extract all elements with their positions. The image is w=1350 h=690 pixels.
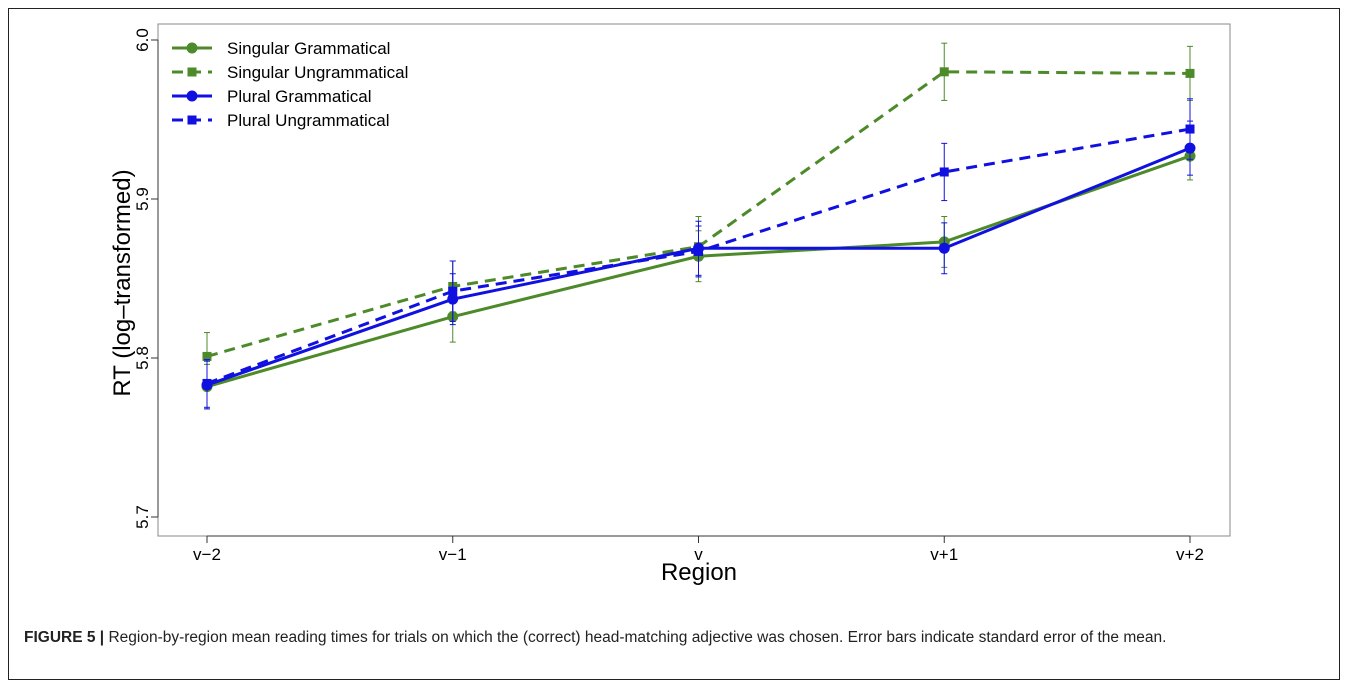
legend-marker [186, 90, 198, 102]
series-plural-ungrammatical [202, 98, 1195, 408]
figure-frame [8, 8, 1340, 680]
data-point [1185, 124, 1195, 134]
data-point [694, 246, 703, 256]
figure-label: FIGURE 5 | [24, 629, 105, 646]
x-axis: v−2 v−1 v v+1 v+2 [193, 535, 1204, 564]
series-layer [201, 42, 1196, 410]
data-point [939, 167, 949, 177]
legend-item: Plural Ungrammatical [172, 111, 390, 130]
figure-caption: FIGURE 5 | Region-by-region mean reading… [24, 626, 1314, 649]
legend-item: Plural Grammatical [172, 87, 372, 106]
legend-marker [186, 42, 198, 54]
y-axis-label: RT (log–transformed) [109, 169, 136, 396]
data-point [448, 286, 458, 296]
legend-item: Singular Ungrammatical [172, 63, 408, 82]
legend-item: Singular Grammatical [172, 39, 390, 58]
x-axis-label: Region [661, 559, 737, 586]
data-point [1185, 68, 1195, 78]
y-tick-label: 5.7 [133, 505, 152, 529]
data-point [938, 242, 950, 254]
x-tick-label: v−2 [193, 545, 221, 564]
legend-label: Singular Ungrammatical [227, 63, 408, 82]
legend-label: Plural Grammatical [227, 87, 372, 106]
x-tick-label: v−1 [439, 545, 467, 564]
x-tick-label: v [694, 545, 703, 564]
legend-label: Plural Ungrammatical [227, 111, 390, 130]
y-tick-label: 5.8 [133, 346, 152, 370]
legend-marker [187, 67, 197, 77]
x-tick-label: v+2 [1176, 545, 1204, 564]
legend: Singular Grammatical Singular Ungrammatic… [172, 39, 408, 130]
y-tick-label: 5.9 [133, 187, 152, 211]
y-tick-label: 6.0 [133, 28, 152, 52]
data-point [202, 351, 212, 361]
legend-marker [187, 115, 197, 125]
x-tick-label: v+1 [930, 545, 958, 564]
line-chart: 5.7 5.8 5.9 6.0 v−2 v−1 v v+1 v+2 Singular Gram… [109, 23, 1231, 586]
y-axis: 5.7 5.8 5.9 6.0 [133, 28, 159, 529]
data-point [202, 378, 212, 388]
caption-text: Region-by-region mean reading times for … [104, 629, 1167, 646]
legend-label: Singular Grammatical [227, 39, 390, 58]
data-point [939, 67, 949, 77]
